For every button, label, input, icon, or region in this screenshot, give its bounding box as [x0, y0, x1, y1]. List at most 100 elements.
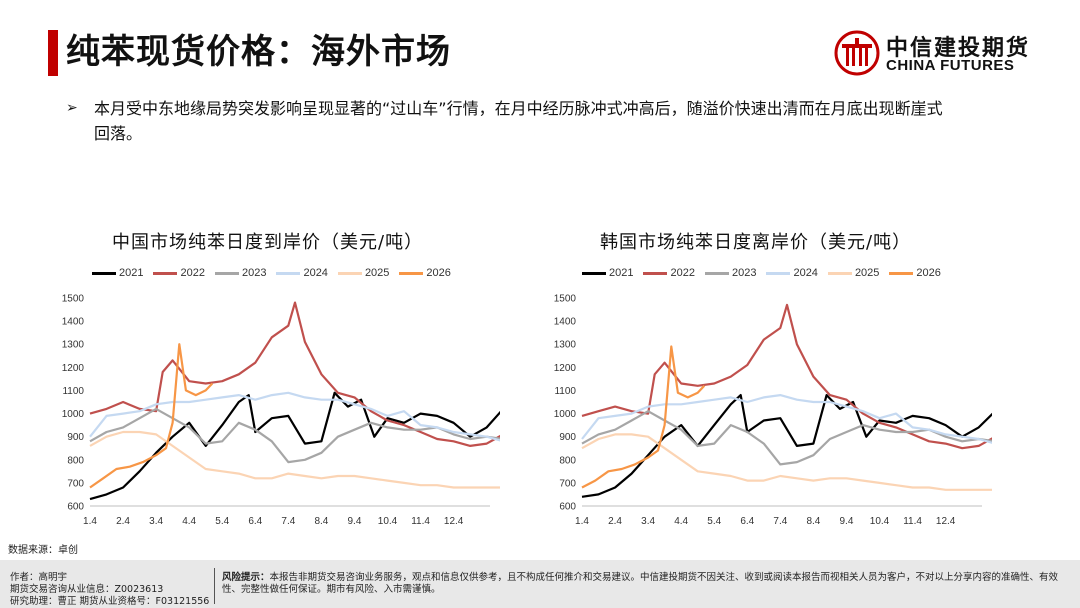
page-title: 纯苯现货价格：海外市场 — [66, 32, 451, 72]
chart-title-china: 中国市场纯苯日度到岸价（美元/吨） — [112, 232, 424, 253]
series-line-2025 — [581, 433, 992, 491]
x-tick-label: 5.4 — [215, 516, 229, 527]
legend-item-2022: 2022 — [643, 267, 695, 279]
legend-swatch — [92, 271, 116, 275]
series-line-2025 — [89, 430, 500, 489]
chart-title-korea: 韩国市场纯苯日度离岸价（美元/吨） — [600, 232, 912, 253]
legend-label: 2023 — [731, 267, 757, 279]
y-tick-label: 800 — [559, 455, 576, 466]
y-tick-label: 600 — [67, 502, 84, 513]
legend-swatch — [704, 271, 729, 275]
legend-item-2025: 2025 — [337, 267, 390, 279]
legend-label: 2025 — [854, 267, 880, 279]
legend-item-2024: 2024 — [766, 267, 818, 279]
chart-korea-fob: 600 700 800 900 1000 1100 1200 1300 1400 1500 1.4 2… — [554, 294, 992, 527]
footer-author-block: 作者：高明宇 期货交易咨询从业信息：Z0023613 研究助理：曹正 期货从业资… — [10, 572, 209, 608]
legend-label: 2022 — [180, 267, 205, 279]
series-line-2022 — [581, 303, 992, 450]
y-tick-label: 1500 — [554, 294, 577, 305]
legend-swatch — [399, 271, 424, 275]
series-line-2022 — [89, 301, 500, 447]
footer-license: 期货交易咨询从业信息：Z0023613 — [10, 584, 164, 595]
x-tick-label: 3.4 — [641, 516, 655, 527]
x-tick-label: 8.4 — [806, 516, 820, 527]
legend-swatch — [214, 271, 239, 275]
china-citic-logo-icon — [834, 30, 880, 76]
series-line-2021 — [581, 394, 992, 498]
x-tick-label: 4.4 — [182, 516, 196, 527]
y-tick-label: 1100 — [62, 386, 84, 397]
footer: 作者：高明宇 期货交易咨询从业信息：Z0023613 研究助理：曹正 期货从业资… — [0, 560, 1080, 608]
legend-label: 2025 — [364, 267, 390, 279]
logo-english-name: CHINA FUTURES — [886, 57, 1015, 74]
x-tick-label: 9.4 — [840, 516, 854, 527]
x-tick-label: 11.4 — [411, 516, 430, 527]
x-tick-label: 8.4 — [314, 516, 328, 527]
legend-item-2022: 2022 — [153, 267, 205, 279]
x-tick-label: 1.4 — [575, 516, 589, 527]
footer-assistant: 研究助理：曹正 期货从业资格号：F03121556 — [10, 596, 210, 607]
x-tick-label: 6.4 — [248, 516, 262, 527]
chart-legend-korea: 2021 2022 2023 2024 2025 2026 — [582, 266, 951, 280]
legend-item-2021: 2021 — [92, 267, 143, 279]
x-tick-label: 9.4 — [348, 516, 362, 527]
x-tick-label: 2.4 — [116, 516, 130, 527]
y-tick-label: 1400 — [62, 317, 85, 328]
legend-label: 2022 — [670, 267, 695, 279]
legend-swatch — [827, 271, 852, 275]
x-tick-label: 7.4 — [773, 516, 787, 527]
summary-bullet: ➢ 本月受中东地缘局势突发影响呈现显著的“过山车”行情，在月中经历脉冲式冲高后，… — [66, 96, 956, 146]
x-tick-label: 12.4 — [444, 516, 464, 527]
y-tick-label: 1300 — [62, 340, 85, 351]
legend-item-2026: 2026 — [889, 267, 941, 279]
y-tick-label: 900 — [559, 432, 576, 443]
legend-item-2021: 2021 — [582, 267, 633, 279]
title-accent-bar — [48, 30, 58, 76]
legend-item-2023: 2023 — [214, 267, 267, 279]
legend-swatch — [889, 271, 914, 275]
x-tick-label: 10.4 — [378, 516, 398, 527]
y-tick-label: 1500 — [62, 294, 85, 305]
risk-label: 风险提示： — [222, 572, 270, 583]
legend-item-2025: 2025 — [827, 267, 880, 279]
legend-swatch — [643, 271, 668, 275]
legend-label: 2026 — [916, 267, 941, 279]
x-tick-label: 7.4 — [281, 516, 295, 527]
x-tick-label: 3.4 — [149, 516, 163, 527]
risk-text: 本报告非期货交易咨询业务服务，观点和信息仅供参考，且不构成任何推介和交易建议。中… — [222, 572, 1059, 595]
y-tick-label: 1000 — [62, 409, 85, 420]
series-line-2024 — [89, 391, 500, 442]
y-tick-label: 1200 — [62, 363, 85, 374]
legend-item-2024: 2024 — [276, 267, 328, 279]
logo-chinese-name: 中信建投期货 — [886, 36, 1031, 61]
legend-swatch — [337, 271, 362, 275]
legend-label: 2026 — [426, 267, 451, 279]
legend-label: 2021 — [609, 267, 634, 279]
footer-divider — [214, 568, 215, 604]
x-tick-label: 12.4 — [936, 516, 956, 527]
x-tick-label: 5.4 — [707, 516, 721, 527]
legend-swatch — [582, 271, 606, 275]
legend-label: 2024 — [303, 267, 328, 279]
footer-author: 作者：高明宇 — [10, 572, 68, 583]
y-tick-label: 1100 — [554, 386, 576, 397]
legend-swatch — [276, 271, 301, 275]
legend-swatch — [766, 271, 791, 275]
y-tick-label: 1300 — [554, 340, 577, 351]
legend-item-2023: 2023 — [704, 267, 757, 279]
footer-risk-disclaimer: 风险提示：本报告非期货交易咨询业务服务，观点和信息仅供参考，且不构成任何推介和交… — [222, 572, 1062, 596]
x-tick-label: 11.4 — [903, 516, 922, 527]
chart-china-cfr: 600 700 800 900 1000 1100 1200 1300 1400 1500 1.4 2… — [62, 294, 500, 527]
series-line-2026 — [89, 343, 214, 489]
summary-text: 本月受中东地缘局势突发影响呈现显著的“过山车”行情，在月中经历脉冲式冲高后，随溢… — [94, 99, 943, 143]
series-line-2021 — [89, 391, 500, 501]
y-tick-label: 800 — [67, 455, 84, 466]
x-tick-label: 10.4 — [870, 516, 890, 527]
data-source: 数据来源：卓创 — [8, 545, 78, 556]
y-tick-label: 600 — [559, 502, 576, 513]
brand-logo: 中信建投期货 CHINA FUTURES — [834, 26, 1034, 80]
x-tick-label: 6.4 — [740, 516, 754, 527]
legend-item-2026: 2026 — [399, 267, 451, 279]
bullet-arrow-icon: ➢ — [66, 100, 78, 116]
legend-label: 2023 — [241, 267, 267, 279]
